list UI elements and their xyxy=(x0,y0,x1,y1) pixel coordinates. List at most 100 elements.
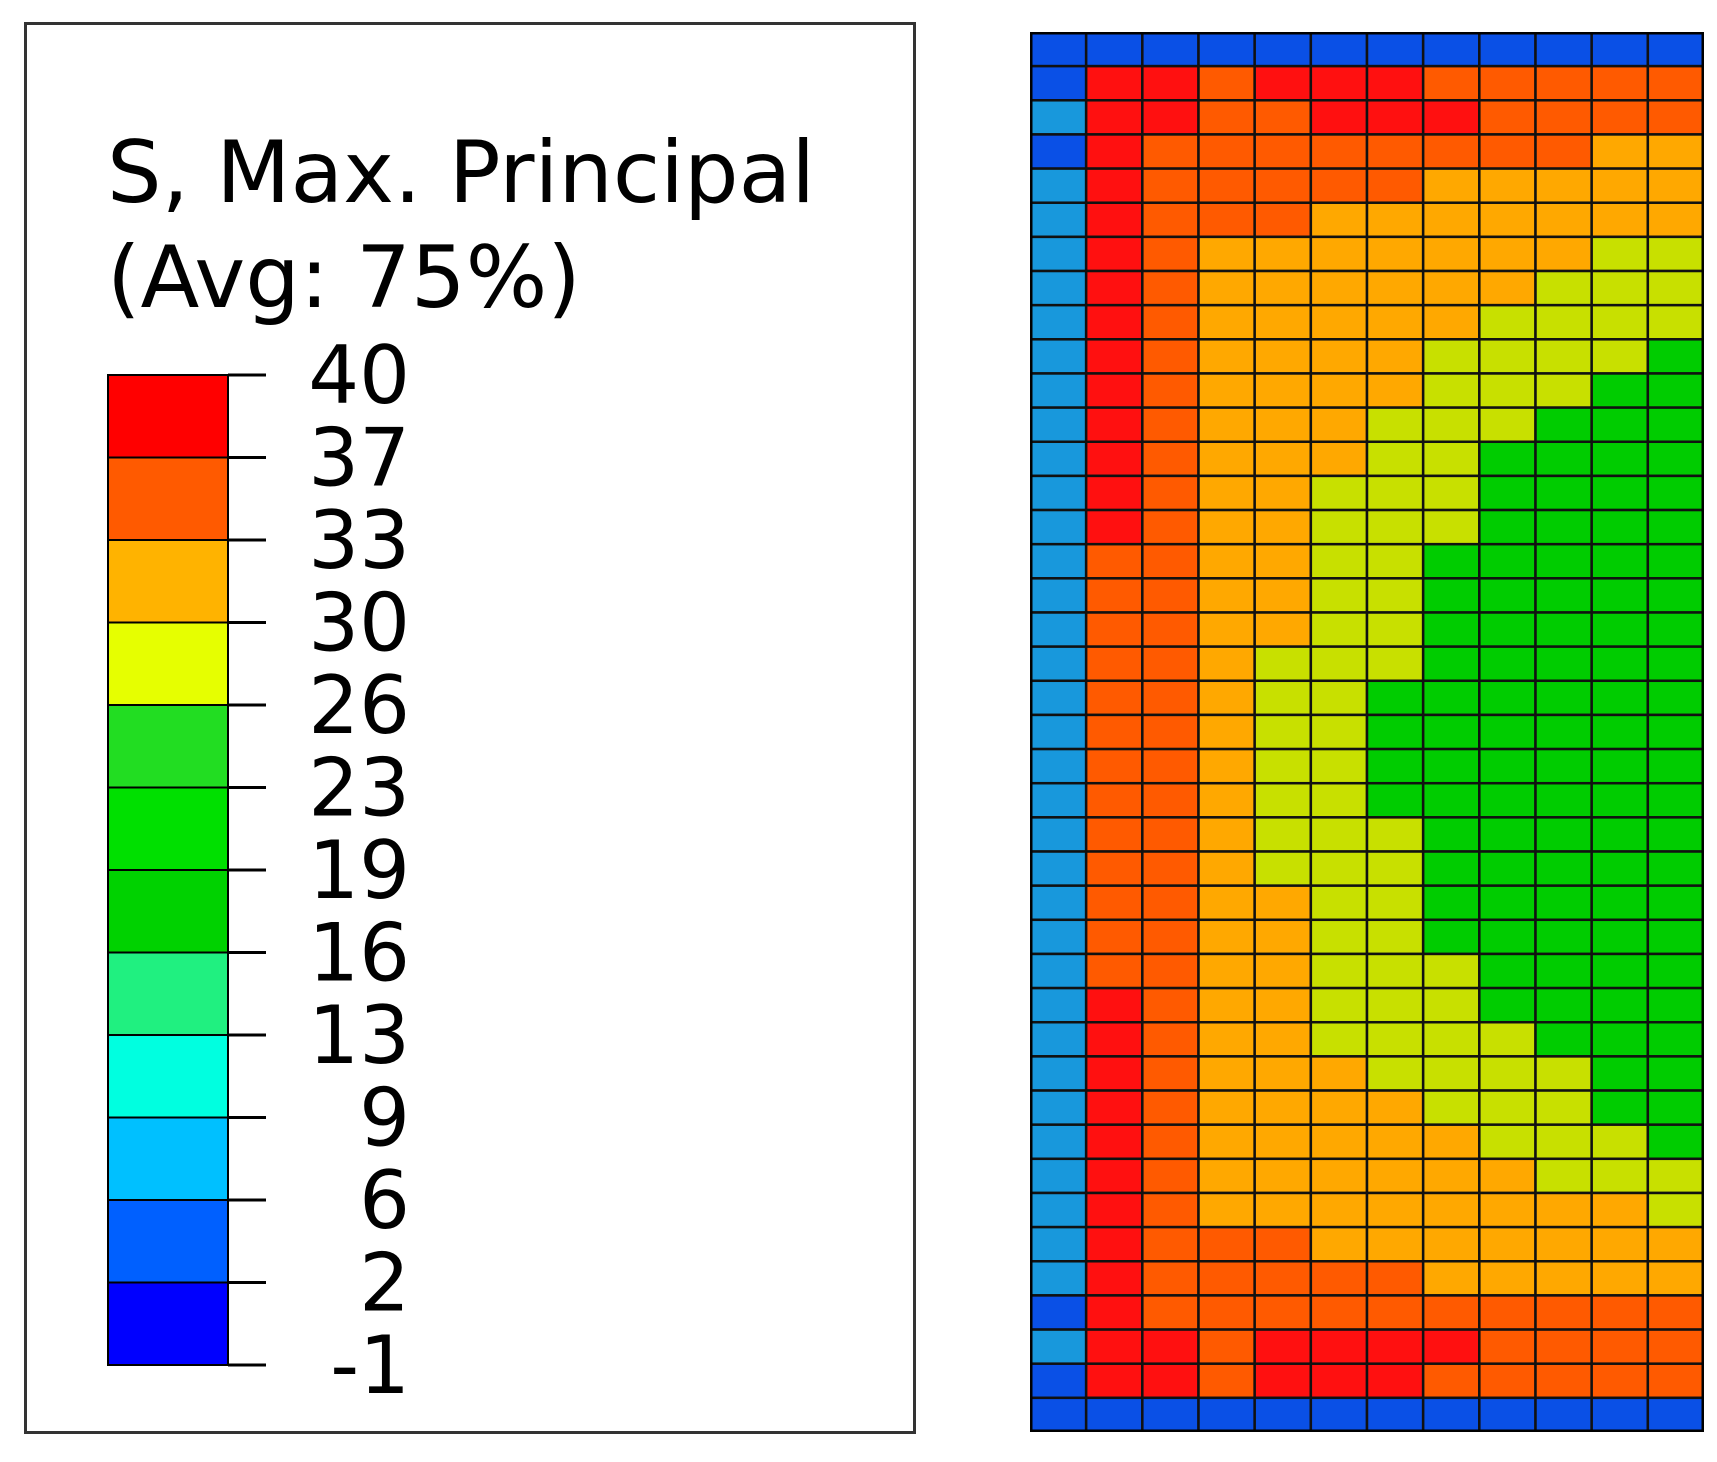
mesh-element xyxy=(1590,269,1650,307)
mesh-element xyxy=(1365,918,1425,956)
mesh-element xyxy=(1590,850,1650,887)
mesh-element xyxy=(1141,1055,1200,1092)
mesh-element xyxy=(1365,986,1425,1024)
mesh-element xyxy=(1534,269,1593,307)
mesh-element xyxy=(1421,850,1481,887)
mesh-element xyxy=(1646,167,1704,204)
mesh-element xyxy=(1478,32,1537,68)
mesh-element xyxy=(1421,1328,1481,1365)
mesh-element xyxy=(1534,645,1593,683)
mesh-element xyxy=(1253,32,1313,68)
mesh-element xyxy=(1084,32,1144,68)
mesh-element xyxy=(1478,918,1537,956)
mesh-element xyxy=(1030,918,1088,956)
mesh-element xyxy=(1030,1157,1088,1195)
mesh-element xyxy=(1365,611,1425,648)
mesh-element xyxy=(1365,99,1425,136)
mesh-element xyxy=(1084,235,1144,273)
mesh-element xyxy=(1141,99,1200,136)
mesh-element xyxy=(1590,1157,1650,1195)
mesh-element xyxy=(1030,1089,1088,1126)
mesh-element xyxy=(1478,201,1537,239)
mesh-element xyxy=(1646,1328,1704,1365)
mesh-element xyxy=(1421,713,1481,751)
mesh-element xyxy=(1590,1225,1650,1263)
mesh-element xyxy=(1421,1055,1481,1092)
mesh-element xyxy=(1421,372,1481,409)
mesh-element xyxy=(1590,884,1650,922)
mesh-element xyxy=(1590,235,1650,273)
mesh-element xyxy=(1646,1123,1704,1161)
color-band xyxy=(107,704,229,789)
mesh-element xyxy=(1646,440,1704,478)
mesh-element xyxy=(1197,1260,1256,1297)
mesh-element xyxy=(1197,201,1256,239)
mesh-element xyxy=(1197,1294,1256,1331)
mesh-element xyxy=(1309,1362,1369,1400)
mesh-element xyxy=(1590,679,1650,717)
mesh-element xyxy=(1253,133,1313,170)
mesh-element xyxy=(1141,338,1200,375)
mesh-element xyxy=(1253,303,1313,341)
mesh-element xyxy=(1646,1260,1704,1297)
mesh-element xyxy=(1253,816,1313,853)
mesh-element xyxy=(1309,99,1369,136)
mesh-element xyxy=(1365,406,1425,444)
mesh-element xyxy=(1084,850,1144,887)
mesh-element xyxy=(1141,201,1200,239)
mesh-element xyxy=(1478,1294,1537,1331)
mesh-element xyxy=(1030,167,1088,204)
mesh-element xyxy=(1646,32,1704,68)
mesh-element xyxy=(1590,64,1650,102)
mesh-element xyxy=(1646,474,1704,512)
mesh-element xyxy=(1478,269,1537,307)
mesh-element xyxy=(1646,406,1704,444)
mesh-element xyxy=(1197,303,1256,341)
mesh-element xyxy=(1478,303,1537,341)
mesh-element xyxy=(1421,1191,1481,1229)
mesh-element xyxy=(1197,338,1256,375)
mesh-element xyxy=(1534,679,1593,717)
mesh-element xyxy=(1365,850,1425,887)
mesh-element xyxy=(1590,1123,1650,1161)
mesh-element xyxy=(1309,1123,1369,1161)
mesh-element xyxy=(1030,1191,1088,1229)
mesh-element xyxy=(1084,1328,1144,1365)
mesh-element xyxy=(1365,1396,1425,1432)
mesh-element xyxy=(1309,884,1369,922)
mesh-element xyxy=(1030,99,1088,136)
mesh-element xyxy=(1309,1157,1369,1195)
mesh-element xyxy=(1534,1191,1593,1229)
mesh-element xyxy=(1646,1020,1704,1058)
mesh-element xyxy=(1030,1260,1088,1297)
mesh-element xyxy=(1253,918,1313,956)
mesh-element xyxy=(1421,542,1481,580)
mesh-element xyxy=(1534,440,1593,478)
tick-label: 19 xyxy=(308,824,410,917)
mesh-element xyxy=(1141,952,1200,990)
mesh-element xyxy=(1646,986,1704,1024)
mesh-element xyxy=(1646,611,1704,648)
mesh-element xyxy=(1197,235,1256,273)
color-band xyxy=(107,1116,229,1201)
mesh-element xyxy=(1197,679,1256,717)
mesh-element xyxy=(1478,474,1537,512)
mesh-element xyxy=(1309,542,1369,580)
mesh-element xyxy=(1478,167,1537,204)
mesh-element xyxy=(1534,1328,1593,1365)
mesh-element xyxy=(1141,986,1200,1024)
mesh-element xyxy=(1084,64,1144,102)
mesh-element xyxy=(1421,1123,1481,1161)
mesh-element xyxy=(1421,99,1481,136)
mesh-element xyxy=(1365,1123,1425,1161)
mesh-element xyxy=(1197,1362,1256,1400)
mesh-element xyxy=(1309,508,1369,546)
mesh-element xyxy=(1421,338,1481,375)
mesh-element xyxy=(1197,645,1256,683)
mesh-element xyxy=(1141,1396,1200,1432)
mesh-element xyxy=(1030,645,1088,683)
mesh-element xyxy=(1534,133,1593,170)
mesh-element xyxy=(1253,167,1313,204)
mesh-element xyxy=(1030,713,1088,751)
